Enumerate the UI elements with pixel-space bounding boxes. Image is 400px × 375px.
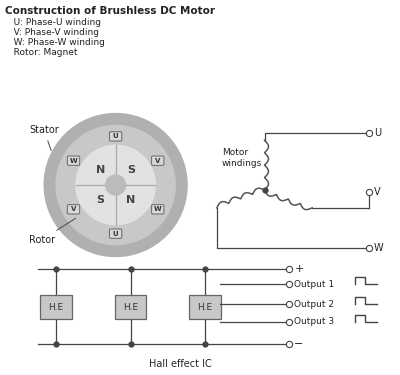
Text: −: − <box>294 339 304 349</box>
Text: H.E: H.E <box>198 303 212 312</box>
Text: Output 2: Output 2 <box>294 300 334 309</box>
Circle shape <box>56 126 175 244</box>
Text: U: U <box>374 128 381 138</box>
Text: V: V <box>155 158 160 164</box>
FancyBboxPatch shape <box>152 205 164 214</box>
Text: V: Phase-V winding: V: Phase-V winding <box>6 28 100 37</box>
Text: V: V <box>374 187 380 197</box>
Text: Output 3: Output 3 <box>294 318 334 327</box>
Circle shape <box>76 146 155 225</box>
Text: Rotor: Rotor <box>29 218 76 244</box>
Text: W: W <box>374 243 383 252</box>
Text: U: U <box>113 231 118 237</box>
Text: +: + <box>294 264 304 274</box>
Text: N: N <box>96 165 105 175</box>
Text: Hall effect IC: Hall effect IC <box>149 359 212 369</box>
Text: Motor
windings: Motor windings <box>222 148 262 168</box>
Text: U: Phase-U winding: U: Phase-U winding <box>6 18 102 27</box>
Text: Construction of Brushless DC Motor: Construction of Brushless DC Motor <box>6 6 216 16</box>
Text: H.E: H.E <box>123 303 138 312</box>
FancyBboxPatch shape <box>67 156 80 165</box>
FancyBboxPatch shape <box>67 205 80 214</box>
Text: N: N <box>126 195 136 206</box>
Text: Output 1: Output 1 <box>294 280 334 289</box>
FancyBboxPatch shape <box>110 132 122 141</box>
FancyBboxPatch shape <box>189 295 221 319</box>
Text: W: W <box>154 206 162 212</box>
Circle shape <box>44 114 187 256</box>
FancyBboxPatch shape <box>110 229 122 238</box>
Text: S: S <box>96 195 104 206</box>
Circle shape <box>106 175 126 195</box>
Text: U: U <box>113 134 118 140</box>
Text: S: S <box>127 165 135 175</box>
Text: Rotor: Magnet: Rotor: Magnet <box>6 48 78 57</box>
Text: Stator: Stator <box>29 125 59 151</box>
FancyBboxPatch shape <box>40 295 72 319</box>
Text: W: Phase-W winding: W: Phase-W winding <box>6 38 105 47</box>
FancyBboxPatch shape <box>115 295 146 319</box>
Text: W: W <box>70 158 77 164</box>
Text: V: V <box>71 206 76 212</box>
FancyBboxPatch shape <box>152 156 164 165</box>
Text: H.E: H.E <box>48 303 64 312</box>
